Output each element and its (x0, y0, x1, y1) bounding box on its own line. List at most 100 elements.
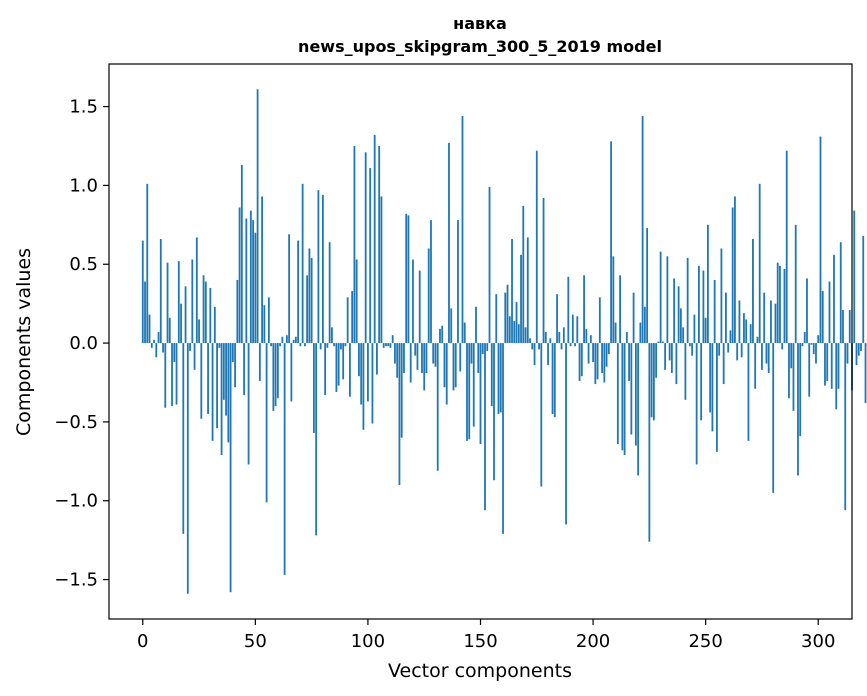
bar-66 (290, 343, 293, 402)
bar-26 (200, 343, 203, 419)
bar-287 (788, 343, 790, 399)
bar-298 (812, 343, 815, 355)
bar-228 (655, 343, 658, 378)
bar-102 (371, 343, 374, 424)
bar-101 (369, 168, 372, 344)
bar-278 (767, 343, 770, 374)
bar-305 (828, 281, 831, 344)
bar-186 (560, 343, 563, 350)
bar-32 (213, 306, 216, 344)
x-tick-label: 0 (137, 631, 148, 652)
bar-247 (698, 265, 700, 344)
bar-149 (477, 343, 480, 374)
bar-98 (362, 343, 365, 430)
bar-47 (247, 343, 250, 465)
bar-284 (781, 343, 784, 350)
bar-139 (454, 343, 457, 388)
bar-280 (772, 343, 775, 493)
bar-274 (758, 183, 761, 344)
bar-321 (864, 343, 867, 403)
bar-231 (661, 341, 664, 344)
bar-252 (709, 343, 712, 413)
bar-114 (398, 343, 401, 485)
bar-110 (389, 343, 392, 348)
bar-105 (378, 145, 381, 344)
chart-title-line-2: news_upos_skipgram_300_5_2019 model (298, 37, 662, 56)
bar-143 (463, 322, 466, 344)
bar-192 (574, 343, 576, 347)
bar-111 (391, 335, 394, 344)
bar-22 (191, 259, 194, 344)
bar-57 (270, 343, 273, 347)
bar-127 (427, 248, 430, 344)
bar-283 (779, 265, 781, 344)
bar-141 (459, 343, 462, 372)
bar-197 (585, 328, 588, 344)
bar-251 (707, 224, 709, 344)
bar-223 (643, 306, 646, 344)
bar-302 (821, 291, 824, 344)
bar-259 (725, 292, 727, 344)
bar-213 (621, 343, 624, 451)
bar-152 (484, 343, 486, 511)
bar-25 (198, 319, 200, 344)
bar-1 (144, 281, 146, 344)
bar-196 (583, 275, 585, 344)
bar-314 (848, 309, 851, 344)
bar-272 (754, 343, 757, 389)
bar-2 (146, 183, 149, 344)
bar-93 (351, 291, 354, 344)
bar-54 (263, 305, 266, 344)
bar-67 (292, 339, 295, 344)
bar-237 (675, 343, 678, 385)
bar-300 (817, 335, 820, 344)
bar-84 (331, 327, 333, 344)
bar-156 (493, 343, 495, 481)
bar-154 (488, 186, 491, 344)
bar-103 (373, 134, 376, 344)
bar-18 (182, 343, 185, 534)
bar-179 (544, 332, 547, 344)
bar-145 (468, 343, 471, 440)
bar-212 (619, 275, 621, 344)
bar-99 (364, 152, 367, 344)
bar-125 (423, 343, 426, 391)
bar-86 (335, 343, 338, 392)
bar-6 (155, 343, 158, 358)
bar-44 (240, 164, 243, 344)
bar-187 (562, 327, 565, 344)
bar-271 (752, 239, 754, 344)
bar-104 (376, 343, 378, 375)
bar-211 (616, 343, 619, 444)
bar-58 (272, 343, 275, 411)
bar-13 (171, 343, 173, 407)
bar-130 (434, 343, 437, 367)
bar-229 (657, 341, 660, 344)
bar-129 (432, 343, 435, 364)
bar-295 (806, 278, 808, 344)
bar-236 (673, 278, 676, 344)
bar-201 (594, 343, 597, 385)
bar-267 (743, 313, 745, 344)
bar-61 (279, 343, 282, 347)
bar-170 (524, 327, 527, 344)
bar-109 (387, 343, 390, 347)
bar-120 (412, 259, 414, 344)
bar-185 (558, 332, 561, 344)
bar-309 (837, 343, 840, 389)
bar-232 (664, 343, 667, 370)
bar-48 (249, 210, 252, 344)
bar-276 (763, 292, 766, 344)
bar-269 (747, 343, 750, 441)
bar-239 (679, 308, 682, 344)
bar-253 (711, 343, 714, 432)
bar-8 (159, 239, 162, 344)
bar-318 (857, 343, 860, 356)
bar-248 (700, 343, 703, 421)
bar-157 (495, 294, 498, 344)
x-tick-label: 200 (576, 631, 610, 652)
bar-169 (522, 205, 525, 344)
bar-38 (227, 343, 230, 443)
bar-153 (486, 343, 489, 351)
bar-83 (328, 242, 331, 344)
